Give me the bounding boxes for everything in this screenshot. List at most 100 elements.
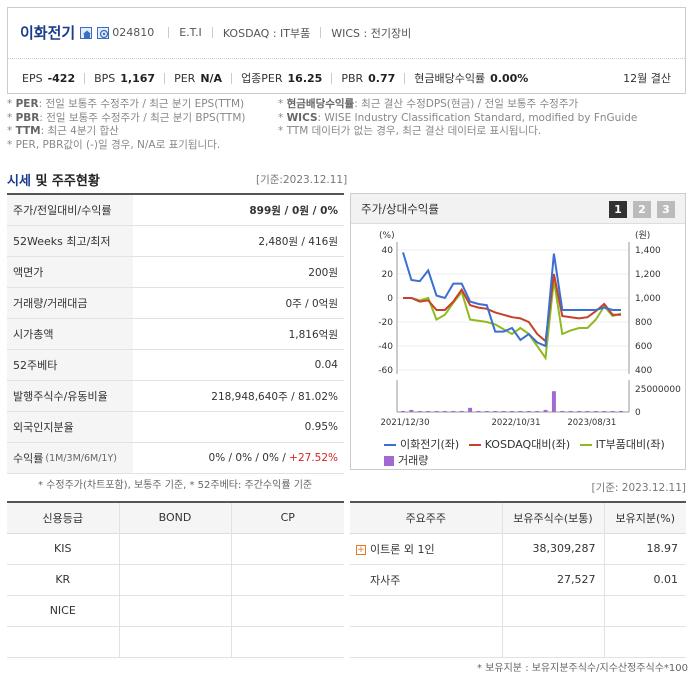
legend-stock: 이화전기(좌) [384, 437, 459, 453]
volume-bar [543, 409, 548, 412]
table-row: 자사주 27,527 0.01 [350, 564, 686, 596]
left-tick-label: -40 [378, 342, 393, 352]
volume-tick-label: 25000000 [635, 385, 681, 395]
right-tick-label: 1,400 [635, 246, 661, 256]
table-row: 발행주식수/유동비율 218,948,640주 / 81.02% [7, 381, 344, 412]
section-title: 시세 및 주주현황 [7, 174, 100, 189]
left-tick-label: 0 [387, 294, 393, 304]
table-row: + 이트론 외 1인 38,309,287 18.97 [350, 533, 686, 565]
chart-page-2[interactable]: 2 [633, 201, 651, 218]
kosdaq-relative-line [403, 273, 621, 344]
table-row: KR [7, 564, 344, 596]
note-line: * PBR: 전일 보통주 수정주가 / 최근 분기 BPS(TTM) [7, 111, 246, 124]
volume-bar [484, 411, 489, 412]
volume-bar [518, 411, 523, 412]
home-icon[interactable] [80, 26, 93, 39]
shares-header: 보유주식수(보통) [502, 502, 605, 534]
bond-header: BOND [119, 502, 232, 534]
credit-rating-table: 신용등급 BOND CP KIS KR NICE [7, 501, 344, 658]
metrics-bar: EPS -422 BPS 1,167 PER N/A 업종PER 16.25 PBR 0.… [22, 70, 671, 86]
chart-header: 주가/상대수익률 1 2 3 [351, 194, 685, 224]
table-row: 외국인지분율 0.95% [7, 412, 344, 443]
wics-sector: WICS : 전기장비 [331, 26, 412, 40]
volume-bar [451, 411, 456, 412]
note-line: * TTM 데이터가 없는 경우, 최근 결산 데이터로 표시됩니다. [278, 125, 542, 137]
stock-return-line [402, 252, 621, 348]
volume-tick-label: 0 [635, 408, 641, 418]
table-row: 거래량/거래대금 0주 / 0억원 [7, 288, 344, 319]
table-row: KIS [7, 533, 344, 565]
left-tick-label: -60 [378, 366, 393, 376]
expand-icon[interactable]: + [356, 544, 366, 555]
volume-bar [434, 411, 439, 412]
chart-title: 주가/상대수익률 [361, 201, 439, 216]
pbr-label: PBR [341, 71, 364, 85]
volume-bar [568, 411, 573, 412]
volume-bar [602, 411, 607, 412]
volume-bar [510, 411, 514, 412]
volume-bar [493, 411, 498, 412]
x-tick-label: 2023/08/31 [567, 418, 616, 428]
volume-bar [468, 407, 473, 412]
table-row: 52주베타 0.04 [7, 350, 344, 381]
volume-bar [401, 411, 405, 412]
english-name: E.T.I [179, 26, 202, 39]
left-tick-label: -20 [378, 318, 393, 328]
eps-label: EPS [22, 71, 43, 85]
eps-value: -422 [47, 71, 76, 85]
right-axis-unit: (원) [635, 230, 650, 241]
left-axis-unit: (%) [379, 231, 395, 241]
pbr-value: 0.77 [368, 71, 396, 85]
ratio-header: 보유지분(%) [604, 502, 686, 534]
volume-bar [417, 410, 422, 412]
table-row: 52Weeks 최고/최저 2,480원 / 416원 [7, 226, 344, 257]
per-value: N/A [200, 71, 223, 85]
volume-bar [585, 411, 590, 412]
left-tick-label: 20 [382, 270, 394, 280]
right-tick-label: 600 [635, 342, 652, 352]
volume-bar [426, 411, 431, 412]
chart-page-3[interactable]: 3 [657, 201, 675, 218]
bps-value: 1,167 [120, 71, 156, 85]
stock-code: 024810 [112, 26, 155, 39]
holder-header: 주요주주 [350, 502, 503, 534]
volume-bar [551, 391, 556, 412]
table-row [7, 626, 344, 658]
credit-header: 신용등급 [7, 502, 120, 534]
notes-left: * PER: 전일 보통주 수정주가 / 최근 분기 EPS(TTM) * PB… [7, 98, 246, 152]
note-line: * TTM: 최근 4분기 합산 [7, 125, 119, 137]
disclosure-icon[interactable] [97, 26, 110, 39]
volume-bar [476, 410, 481, 412]
right-tick-label: 400 [635, 366, 652, 376]
right-tick-label: 800 [635, 318, 652, 328]
relative-return-chart: (%) (원) 40 20 0 -20 -40 -60 1,400 1,200 1,000 800 60… [378, 230, 681, 428]
x-tick-label: 2021/12/30 [381, 418, 430, 428]
chart-legend: 이화전기(좌) KOSDAQ대비(좌) IT부품대비(좌) 거래량 [384, 435, 671, 471]
table-row: 수익률 (1M/3M/6M/1Y) 0% / 0% / 0% / +27.52% [7, 443, 344, 474]
chart-panel: 주가/상대수익률 1 2 3 (%) (원) 40 20 0 -20 -40 -60 1,400… [350, 193, 686, 470]
market-sector: KOSDAQ : IT부품 [222, 26, 311, 40]
volume-bar [409, 409, 414, 412]
sector-per-label: 업종PER [241, 72, 283, 85]
legend-volume: 거래량 [384, 453, 428, 469]
note-line: * 현금배당수익률: 최근 결산 수정DPS(현금) / 전일 보통주 수정주가 [278, 98, 579, 110]
legend-kosdaq: KOSDAQ대비(좌) [468, 437, 570, 453]
legend-it: IT부품대비(좌) [579, 437, 665, 453]
table-row: 액면가 200원 [7, 257, 344, 288]
x-tick-label: 2022/10/31 [492, 418, 541, 428]
sector-per-value: 16.25 [287, 71, 323, 85]
volume-bar [501, 411, 506, 412]
left-tick-label: 40 [382, 246, 394, 256]
dividend-value: 0.00% [490, 71, 529, 85]
section-date: [기준:2023.12.11] [256, 174, 348, 186]
holders-date: [기준: 2023.12.11] [591, 482, 686, 494]
volume-bar [577, 411, 582, 412]
company-row: 이화전기 024810 E.T.I KOSDAQ : IT부품 WICS : 전… [20, 22, 411, 43]
volume-bar [442, 411, 447, 412]
cp-header: CP [231, 502, 344, 534]
volume-bar [610, 411, 615, 412]
table-row: 시가총액 1,816억원 [7, 319, 344, 350]
chart-page-1[interactable]: 1 [609, 201, 627, 218]
company-header: 이화전기 024810 E.T.I KOSDAQ : IT부품 WICS : 전… [7, 7, 686, 94]
notes-right: * 현금배당수익률: 최근 결산 수정DPS(현금) / 전일 보통주 수정주가… [278, 98, 637, 139]
